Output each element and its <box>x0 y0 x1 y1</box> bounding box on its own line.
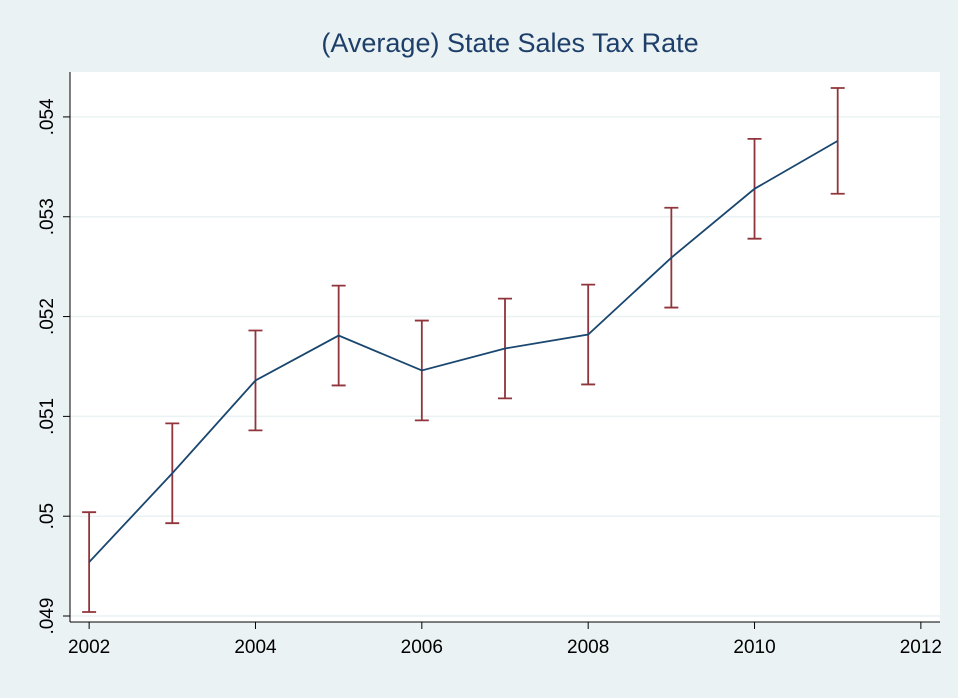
x-tick-label: 2008 <box>567 637 609 658</box>
x-tick-label: 2012 <box>900 637 942 658</box>
x-tick-label: 2004 <box>234 637 277 658</box>
x-tick-label: 2010 <box>733 637 775 658</box>
y-tick-label: .054 <box>37 98 58 135</box>
x-tick-label: 2002 <box>68 637 110 658</box>
chart-title: (Average) State Sales Tax Rate <box>321 28 698 58</box>
y-tick-label: .05 <box>37 503 58 529</box>
line <box>88 140 839 563</box>
y-tick-label: .053 <box>37 198 58 235</box>
y-tick-label: .049 <box>37 598 58 635</box>
error-bar <box>82 511 97 613</box>
y-tick-label: .051 <box>37 398 58 435</box>
x-tick-label: 2006 <box>401 637 443 658</box>
y-tick-label: .052 <box>37 298 58 335</box>
